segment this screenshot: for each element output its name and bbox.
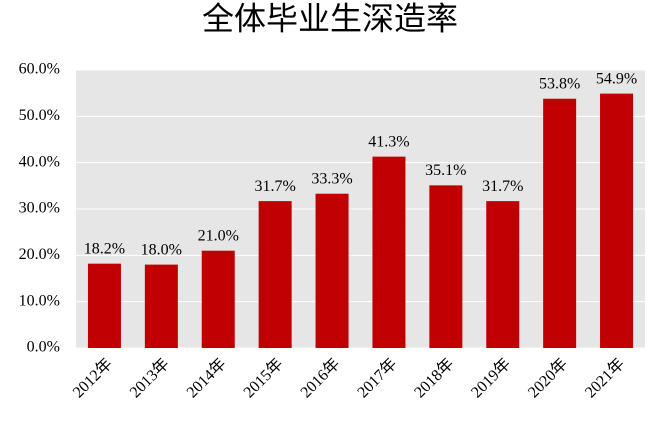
bar — [600, 93, 634, 348]
x-tick-label: 2015年 — [240, 355, 287, 402]
y-tick-label: 0.0% — [27, 339, 60, 356]
value-label: 35.1% — [425, 162, 466, 179]
value-label: 21.0% — [198, 227, 239, 244]
bar — [144, 264, 178, 348]
x-tick-label: 2016年 — [297, 355, 344, 402]
x-tick-label: 2019年 — [467, 355, 514, 402]
y-tick-label: 30.0% — [19, 200, 60, 217]
y-tick-label: 20.0% — [19, 246, 60, 263]
bar — [258, 201, 292, 348]
x-tick-label: 2021年 — [581, 355, 628, 402]
y-tick-label: 50.0% — [19, 107, 60, 124]
x-tick-label: 2014年 — [183, 355, 230, 402]
value-label: 31.7% — [482, 178, 523, 195]
y-tick-label: 60.0% — [19, 61, 60, 78]
bar — [201, 250, 235, 348]
value-label: 33.3% — [311, 170, 352, 187]
y-tick-label: 40.0% — [19, 153, 60, 170]
x-tick-label: 2013年 — [126, 355, 173, 402]
y-tick-label: 10.0% — [19, 292, 60, 309]
bar — [87, 263, 121, 348]
x-tick-label: 2018年 — [411, 355, 458, 402]
value-label: 54.9% — [596, 70, 637, 87]
bar — [315, 193, 349, 348]
x-tick-label: 2012年 — [69, 355, 116, 402]
chart-title: 全体毕业生深造率 — [202, 0, 458, 36]
x-tick-label: 2017年 — [354, 355, 401, 402]
x-tick-label: 2020年 — [524, 355, 571, 402]
value-label: 41.3% — [368, 133, 409, 150]
value-label: 18.2% — [84, 240, 125, 257]
value-label: 53.8% — [539, 75, 580, 92]
bar — [543, 98, 577, 348]
bar — [372, 156, 406, 348]
value-label: 31.7% — [254, 178, 295, 195]
bar — [429, 185, 463, 348]
bar — [486, 201, 520, 348]
value-label: 18.0% — [141, 241, 182, 258]
